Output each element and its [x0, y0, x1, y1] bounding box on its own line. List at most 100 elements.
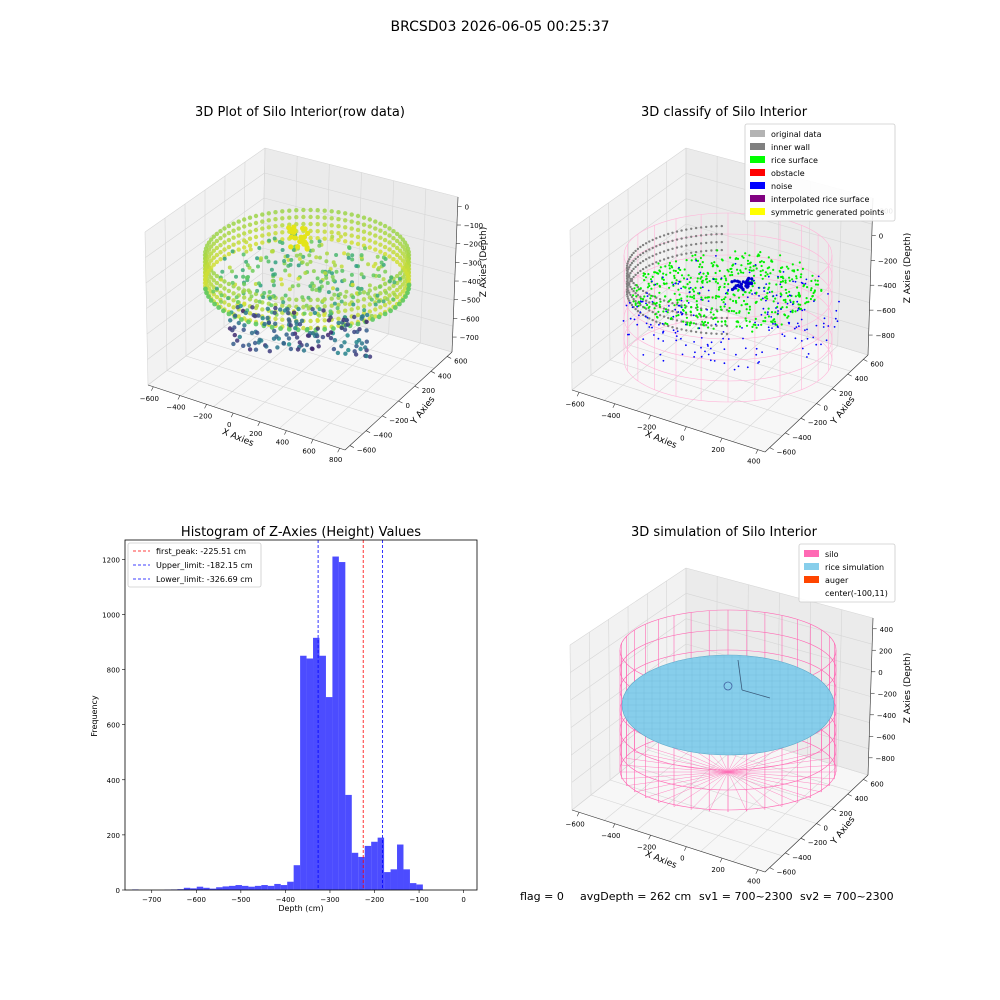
data-point: [230, 249, 235, 254]
inner-wall-point: [632, 259, 635, 263]
histogram-bar: [384, 872, 391, 890]
data-point: [349, 219, 354, 224]
data-point: [280, 248, 285, 252]
rice-surface-point: [773, 320, 777, 323]
rice-surface-point: [760, 323, 763, 326]
inner-wall-point: [632, 251, 635, 255]
inner-wall-point: [626, 278, 629, 281]
data-point: [300, 260, 305, 265]
data-point: [285, 254, 290, 258]
data-point: [367, 224, 372, 229]
histogram-title: Histogram of Z-Axies (Height) Values: [181, 525, 421, 540]
noise-point: [678, 281, 681, 283]
noise-point: [765, 299, 767, 302]
data-point: [376, 266, 381, 270]
rice-surface-point: [659, 300, 662, 303]
x-tick-label: 800: [329, 456, 342, 464]
z-tick-label: −400: [877, 282, 896, 290]
classify-x-label: X Axies: [643, 429, 678, 451]
rice-surface-point: [794, 310, 797, 313]
rice-surface-point: [791, 309, 794, 312]
inner-wall-point: [630, 303, 634, 307]
noise-point: [754, 264, 757, 266]
inner-wall-point: [628, 299, 631, 302]
silo-wire: [727, 751, 822, 773]
data-point: [302, 311, 307, 316]
inner-wall-point: [632, 281, 635, 285]
noise-point: [707, 345, 709, 347]
data-point: [301, 254, 306, 259]
histogram-y-label: Frequency: [90, 695, 99, 737]
data-point: [329, 223, 334, 228]
noise-point: [695, 259, 698, 262]
data-point: [241, 327, 246, 332]
inner-wall-point: [710, 316, 713, 319]
data-point: [231, 305, 236, 310]
y-tick-mark: [800, 837, 806, 841]
inner-wall-point: [627, 268, 630, 271]
noise-point: [633, 318, 636, 321]
data-point: [322, 208, 327, 213]
noise-point: [798, 325, 800, 328]
gridline: [242, 161, 246, 313]
data-point: [334, 253, 339, 257]
data-point: [228, 318, 233, 323]
data-point: [237, 334, 242, 340]
rice-surface-point: [656, 282, 659, 285]
y-tick-mark: [769, 447, 774, 450]
data-point: [242, 295, 247, 300]
rice-surface-point: [649, 297, 652, 300]
y-tick-mark: [800, 417, 806, 421]
noise-point: [758, 361, 760, 363]
rice-surface-point: [730, 271, 733, 274]
inner-wall-point: [690, 314, 693, 317]
x-tick-label: −400: [601, 832, 620, 840]
data-point: [236, 314, 241, 319]
inner-wall-point: [641, 243, 645, 247]
x-tick-label: 400: [747, 458, 760, 466]
simulation-panel: 3D simulation of Silo Interior −600−400−…: [566, 525, 913, 886]
data-point: [371, 264, 376, 269]
silo-ring: [623, 296, 833, 382]
noise-point: [651, 301, 654, 303]
inner-wall-point: [671, 310, 674, 313]
rice-surface-point: [752, 323, 755, 326]
rice-surface-point: [751, 330, 754, 333]
data-point: [296, 263, 301, 268]
rice-surface-point: [696, 259, 700, 262]
inner-wall-point: [644, 242, 648, 245]
rice-surface-point: [698, 312, 701, 315]
rice-surface-point: [702, 272, 705, 275]
inner-wall-point: [690, 251, 693, 254]
inner-wall-point: [632, 275, 635, 279]
data-point: [367, 354, 373, 359]
rice-surface-point: [735, 257, 738, 260]
noise-point: [693, 341, 695, 343]
inner-wall-point: [675, 254, 679, 257]
rice-surface-point: [805, 301, 808, 304]
data-point: [247, 222, 253, 227]
rice-surface-point: [813, 289, 817, 292]
rice-surface-point: [799, 276, 802, 279]
y-tick-mark: [349, 445, 354, 448]
data-point: [256, 264, 260, 269]
data-point: [378, 221, 383, 226]
rice-surface-point: [705, 277, 708, 280]
rice-surface-point: [760, 260, 763, 263]
data-point: [391, 229, 396, 234]
inner-wall-point: [680, 229, 683, 232]
rice-surface-point: [797, 294, 800, 297]
inner-wall-point: [634, 249, 637, 253]
data-point: [273, 224, 278, 229]
rice-surface-point: [650, 294, 653, 297]
noise-point: [794, 280, 797, 283]
rice-surface-point: [797, 303, 800, 306]
rice-surface-point: [646, 303, 649, 307]
data-point: [288, 234, 294, 240]
data-point: [292, 315, 297, 319]
data-point: [343, 232, 348, 237]
data-point: [378, 305, 383, 310]
data-point: [323, 271, 328, 276]
data-point: [381, 277, 386, 282]
x-tick-mark: [684, 846, 687, 851]
